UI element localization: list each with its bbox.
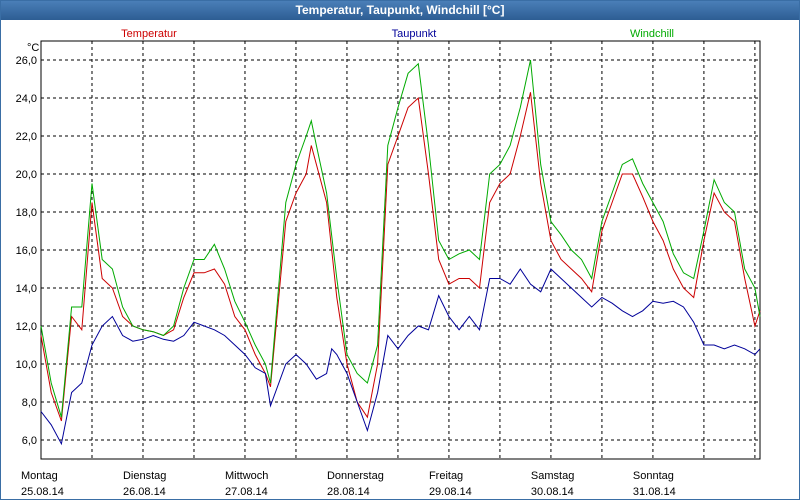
legend-windchill: Windchill bbox=[630, 28, 674, 40]
x-tick-day: Dienstag bbox=[123, 470, 166, 482]
x-tick-day: Montag bbox=[21, 470, 58, 482]
y-tick-label: 10,0 bbox=[16, 359, 37, 371]
y-tick-label: 26,0 bbox=[16, 55, 37, 67]
x-tick-date: 29.08.14 bbox=[429, 486, 472, 498]
legend-temperatur: Temperatur bbox=[121, 28, 177, 40]
grid-lines bbox=[41, 41, 760, 459]
x-tick-date: 25.08.14 bbox=[21, 486, 64, 498]
y-axis: 6,0 8,0 10,0 12,0 14,0 16,0 18,0 20,0 22,0 24,0 26… bbox=[16, 42, 40, 447]
y-axis-unit-label: °C bbox=[27, 42, 39, 54]
y-tick-label: 24,0 bbox=[16, 93, 37, 105]
x-tick-day: Samstag bbox=[531, 470, 574, 482]
x-tick-day: Freitag bbox=[429, 470, 463, 482]
legend-taupunkt: Taupunkt bbox=[392, 28, 437, 40]
y-tick-label: 22,0 bbox=[16, 131, 37, 143]
series-lines bbox=[40, 59, 761, 446]
plot-frame bbox=[40, 40, 761, 460]
x-tick-date: 26.08.14 bbox=[123, 486, 166, 498]
y-tick-label: 20,0 bbox=[16, 169, 37, 181]
series-line-windchill bbox=[40, 59, 761, 418]
x-axis: Montag 25.08.14 Dienstag 26.08.14 Mittwoch 27… bbox=[21, 470, 676, 498]
y-tick-label: 12,0 bbox=[16, 321, 37, 333]
x-tick-day: Mittwoch bbox=[225, 470, 268, 482]
series-line-taupunkt bbox=[40, 268, 761, 446]
y-tick-label: 14,0 bbox=[16, 283, 37, 295]
x-tick-date: 30.08.14 bbox=[531, 486, 574, 498]
y-tick-label: 18,0 bbox=[16, 207, 37, 219]
y-tick-label: 8,0 bbox=[22, 397, 37, 409]
x-tick-day: Donnerstag bbox=[327, 470, 384, 482]
plot-border bbox=[40, 40, 761, 460]
x-tick-date: 31.08.14 bbox=[633, 486, 676, 498]
x-tick-date: 27.08.14 bbox=[225, 486, 268, 498]
legend: Temperatur Taupunkt Windchill bbox=[121, 28, 674, 40]
y-tick-label: 6,0 bbox=[22, 435, 37, 447]
series-line-temperatur bbox=[40, 92, 761, 422]
window-title: Temperatur, Taupunkt, Windchill [°C] bbox=[1, 1, 799, 20]
x-tick-day: Sonntag bbox=[633, 470, 674, 482]
y-tick-label: 16,0 bbox=[16, 245, 37, 257]
x-tick-date: 28.08.14 bbox=[327, 486, 370, 498]
